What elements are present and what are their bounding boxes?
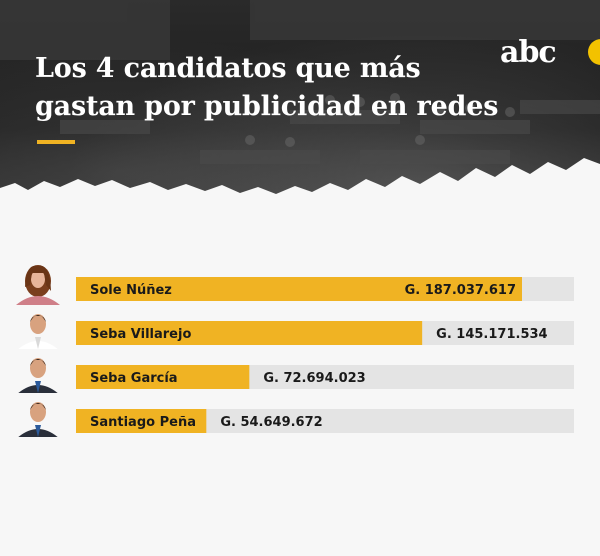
category-label: Santiago Peña xyxy=(90,415,196,430)
man-portrait-icon xyxy=(18,314,58,349)
header-banner: Los 4 candidatos que más gastan por publ… xyxy=(0,0,600,215)
category-label: Seba Villarejo xyxy=(90,327,191,342)
category-label: Sole Núñez xyxy=(90,283,172,298)
value-label: G. 54.649.672 xyxy=(220,415,322,430)
title-line-1: Los 4 candidatos que más xyxy=(35,53,421,84)
woman-portrait-icon xyxy=(16,265,60,305)
chart-title: Los 4 candidatos que más gastan por publ… xyxy=(35,50,505,126)
man-portrait-icon xyxy=(18,402,58,437)
bar-row: Sole Núñez G. 187.037.617 xyxy=(16,265,574,305)
bar xyxy=(76,365,250,389)
bar-row: Seba García G. 72.694.023 xyxy=(18,358,574,393)
title-underline-accent xyxy=(37,140,75,144)
value-label: G. 145.171.534 xyxy=(436,327,547,342)
man-portrait-icon xyxy=(18,358,58,393)
chamber-background-photo xyxy=(0,0,600,164)
bar xyxy=(76,409,207,433)
category-label: Seba García xyxy=(90,371,178,386)
value-label: G. 72.694.023 xyxy=(263,371,365,386)
value-label: G. 187.037.617 xyxy=(405,283,516,298)
title-line-2: gastan por publicidad en redes xyxy=(35,91,499,122)
logo-yellow-dot xyxy=(588,39,600,65)
bar xyxy=(76,321,423,345)
bar-row: Seba Villarejo G. 145.171.534 xyxy=(18,314,574,349)
abc-logo: abc xyxy=(500,35,557,70)
bar-row: Santiago Peña G. 54.649.672 xyxy=(18,402,574,437)
torn-paper-edge xyxy=(0,158,600,220)
bar xyxy=(76,277,522,301)
